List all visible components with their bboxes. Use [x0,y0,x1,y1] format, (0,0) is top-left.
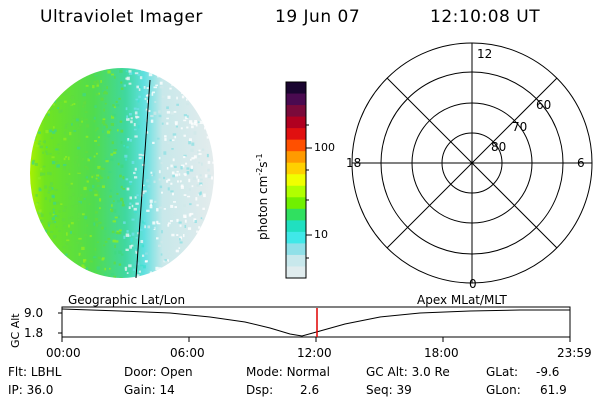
colorbar-band [286,139,306,152]
seq-field: Seq: 39 [366,383,412,397]
timeline-ytick-top: 9.0 [24,306,44,320]
glat-value: -9.6 [536,365,560,379]
gain-field: Gain: 14 [124,383,175,397]
colorbar-band [286,151,306,164]
colorbar-band [286,128,306,141]
mlt-label-18: 18 [346,156,362,170]
timeline-ytick-bottom: 1.8 [24,326,44,340]
gc-alt-field: GC Alt: 3.0 Re [366,365,450,379]
flt-field: Flt: LBHL [8,365,62,379]
date-label: 19 Jun 07 [275,7,361,27]
colorbar-frame [285,81,307,279]
colorbar-band [286,82,306,95]
mlt-label-12: 12 [477,47,493,61]
colorbar-label-10: 10 [314,228,328,241]
timeline-xtick-4: 23:59 [557,346,592,360]
colorbar-band [286,174,306,187]
lat-label-80: 80 [491,140,507,154]
time-label: 12:10:08 UT [430,7,541,27]
colorbar-band [286,243,306,256]
dsp-value: 2.6 [300,383,320,397]
ip-field: IP: 36.0 [8,383,54,397]
altitude-timeline [58,306,571,342]
timeline-left-label: Geographic Lat/Lon [68,293,186,307]
colorbar-band [286,93,306,106]
colorbar-band [286,266,306,279]
timeline-right-label: Apex MLat/MLT [417,293,507,307]
timeline-xtick-3: 18:00 [424,346,459,360]
mlt-label-0: 0 [469,277,477,291]
colorbar-band [286,197,306,210]
lat-label-70: 70 [512,120,528,134]
mode-field: Mode: Normal [246,365,330,379]
door-field: Door: Open [124,365,193,379]
colorbar-band [286,231,306,245]
colorbar-band [286,254,306,268]
colorbar-label-100: 100 [314,141,335,154]
dsp-label: Dsp: [246,383,274,397]
glon-value: 61.9 [540,383,567,397]
colorbar-band [286,116,306,129]
polar-diagonal-2 [386,77,558,249]
terminator-line [135,79,151,279]
mlt-label-6: 6 [577,156,585,170]
glat-label: GLat: [486,365,519,379]
colorbar-band [286,162,306,175]
uv-image-disk [30,68,214,279]
colorbar [285,81,312,279]
timeline-xtick-0: 00:00 [46,346,81,360]
colorbar-band [286,105,306,118]
colorbar-band [286,208,306,221]
colorbar-band [286,220,306,233]
timeline-xtick-2: 12:00 [297,346,332,360]
lat-label-60: 60 [536,98,552,112]
timeline-axis-label: GC Alt [9,313,22,348]
colorbar-unit-label: photon cm-2s-1 [255,153,270,240]
instrument-title: Ultraviolet Imager [40,7,203,27]
colorbar-band [286,185,306,198]
altitude-curve [61,308,570,337]
polar-plot [351,42,593,284]
timeline-xtick-1: 06:00 [170,346,205,360]
glon-label: GLon: [486,383,521,397]
